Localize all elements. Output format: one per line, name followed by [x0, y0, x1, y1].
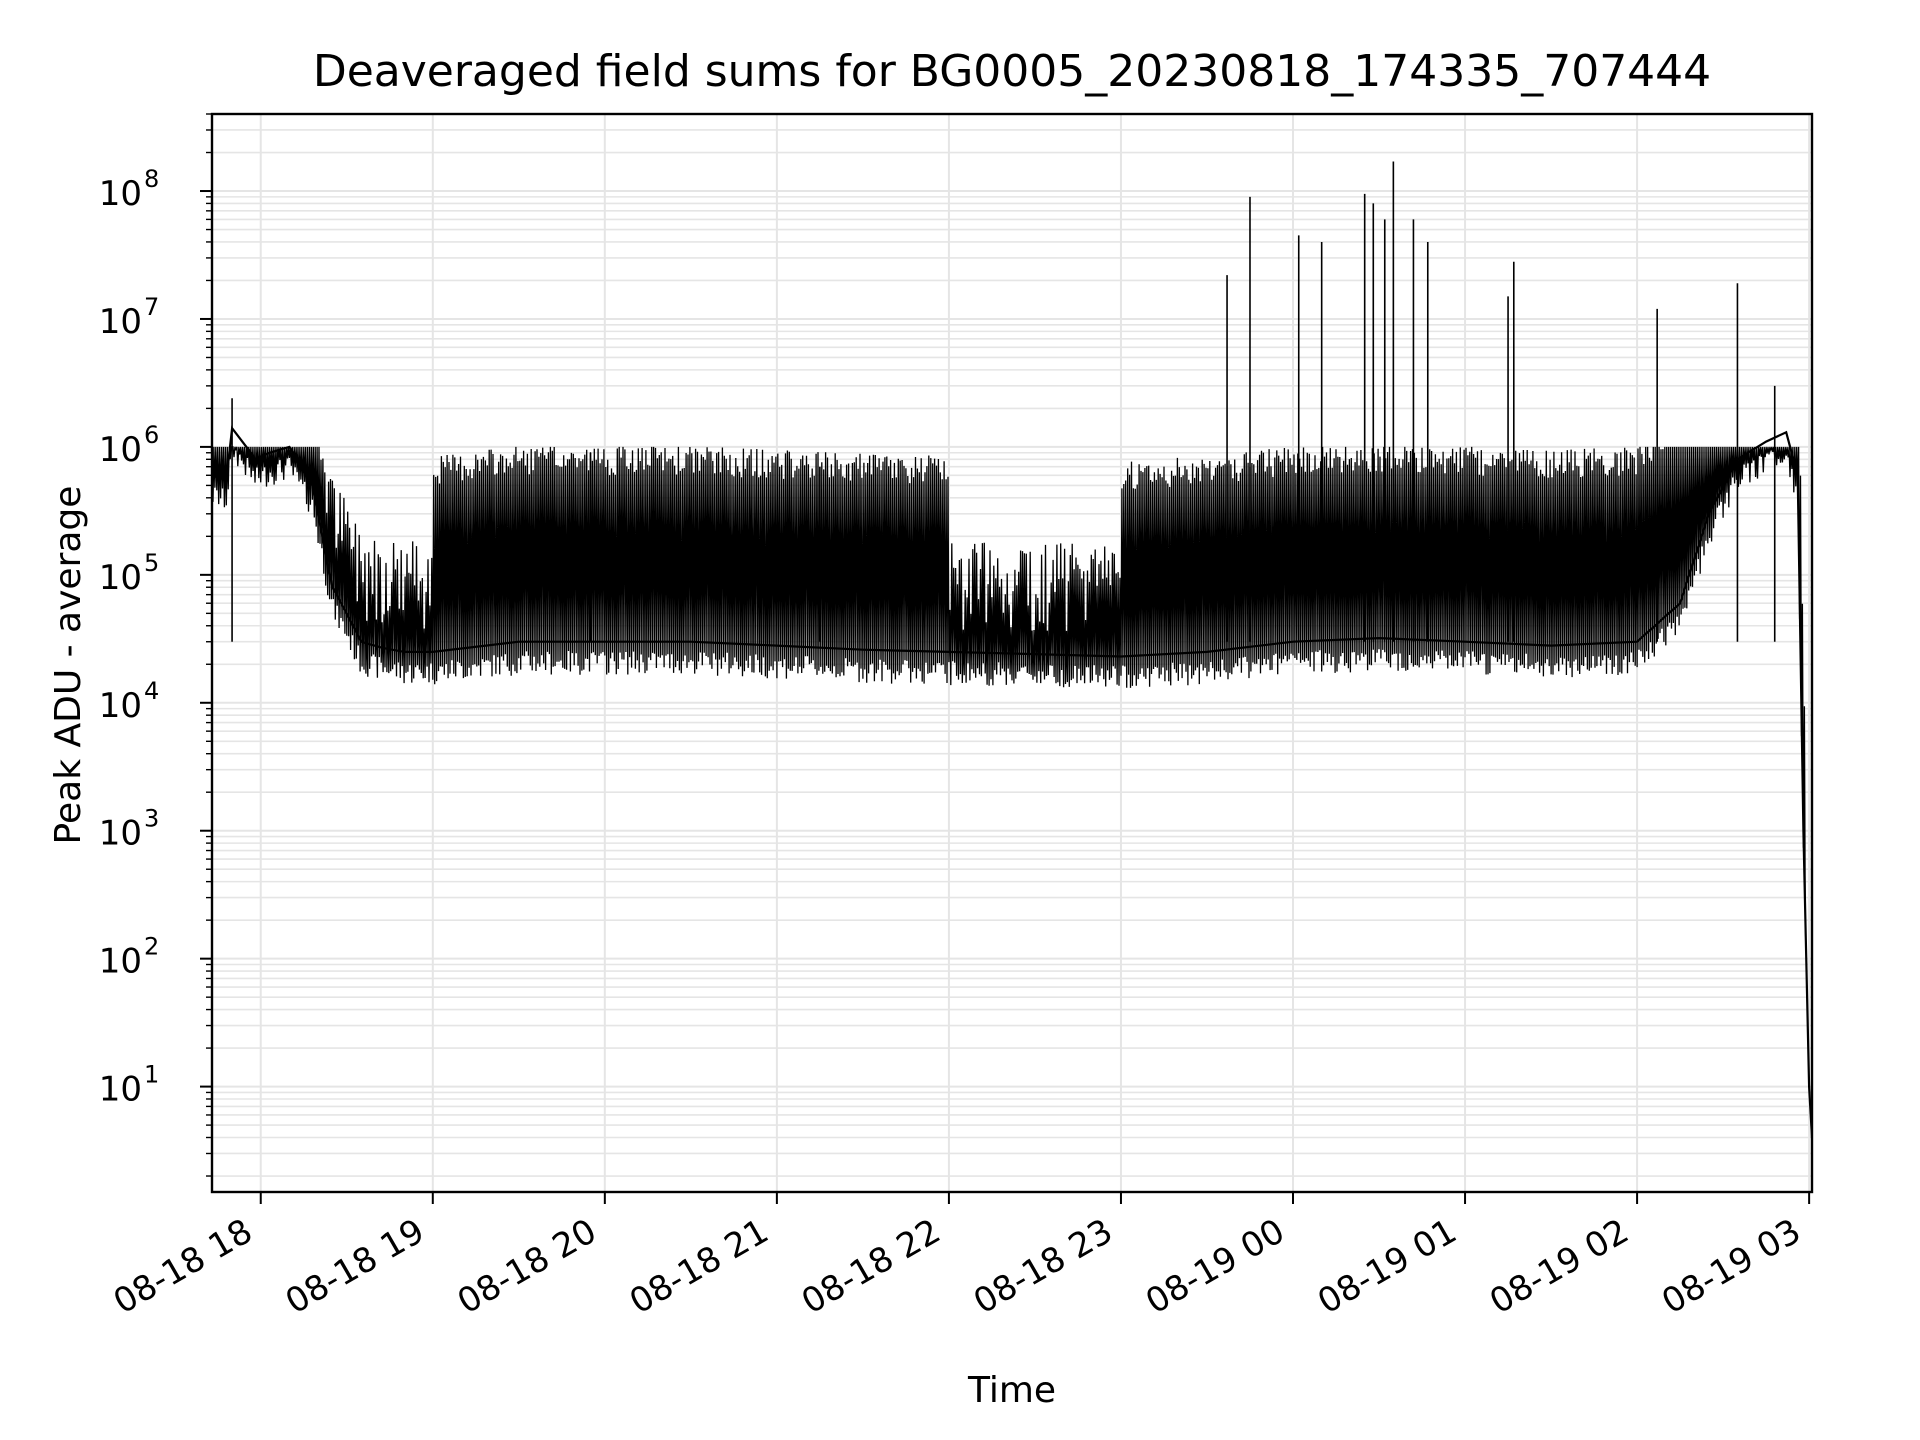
- chart-title: Deaveraged field sums for BG0005_2023081…: [313, 46, 1711, 97]
- y-tick-exponent: 4: [144, 677, 159, 705]
- y-tick-base: 10: [99, 1070, 142, 1110]
- y-tick-exponent: 8: [144, 165, 159, 193]
- x-tick-label: 08-19 02: [1483, 1211, 1635, 1322]
- y-tick-label: 10: [99, 558, 142, 598]
- y-tick-exponent: 7: [144, 293, 159, 321]
- y-tick-base: 10: [99, 302, 142, 342]
- y-tick-exponent: 3: [144, 805, 159, 833]
- y-tick-exponent: 2: [144, 933, 159, 961]
- y-tick-label: 10: [99, 942, 142, 982]
- y-tick-exponent: 1: [144, 1061, 159, 1089]
- x-axis-label: Time: [967, 1370, 1056, 1411]
- x-tick-label: 08-18 22: [795, 1211, 947, 1322]
- y-tick-base: 10: [99, 558, 142, 598]
- y-tick-label: 10: [99, 174, 142, 214]
- y-tick-base: 10: [99, 814, 142, 854]
- y-tick-base: 10: [99, 174, 142, 214]
- y-tick-label: 10: [99, 1070, 142, 1110]
- y-tick-exponent: 6: [144, 421, 159, 449]
- y-tick-label: 10: [99, 686, 142, 726]
- x-tick-label: 08-18 21: [623, 1211, 775, 1322]
- y-tick-label: 10: [99, 430, 142, 470]
- y-tick-exponent: 5: [144, 549, 159, 577]
- plot-frame: [210, 112, 1814, 1194]
- y-tick-base: 10: [99, 942, 142, 982]
- y-tick-base: 10: [99, 430, 142, 470]
- data-series: [212, 161, 1812, 1138]
- y-axis-label: Peak ADU - average: [48, 486, 89, 845]
- x-tick-label: 08-19 01: [1311, 1211, 1463, 1322]
- x-tick-label: 08-18 19: [279, 1211, 431, 1322]
- y-tick-label: 10: [99, 814, 142, 854]
- series-oscillation: [212, 446, 1812, 1121]
- x-tick-label: 08-18 23: [967, 1211, 1119, 1322]
- x-tick-label: 08-18 20: [451, 1211, 603, 1322]
- x-tick-label: 08-19 00: [1139, 1211, 1291, 1322]
- x-tick-label: 08-18 18: [107, 1211, 259, 1322]
- y-tick-label: 10: [99, 302, 142, 342]
- x-tick-labels: 08-18 18 08-18 19 08-18 20 08-18 21 08-18 22…: [107, 1192, 1811, 1322]
- x-tick-label: 08-19 03: [1655, 1211, 1807, 1322]
- y-tick-base: 10: [99, 686, 142, 726]
